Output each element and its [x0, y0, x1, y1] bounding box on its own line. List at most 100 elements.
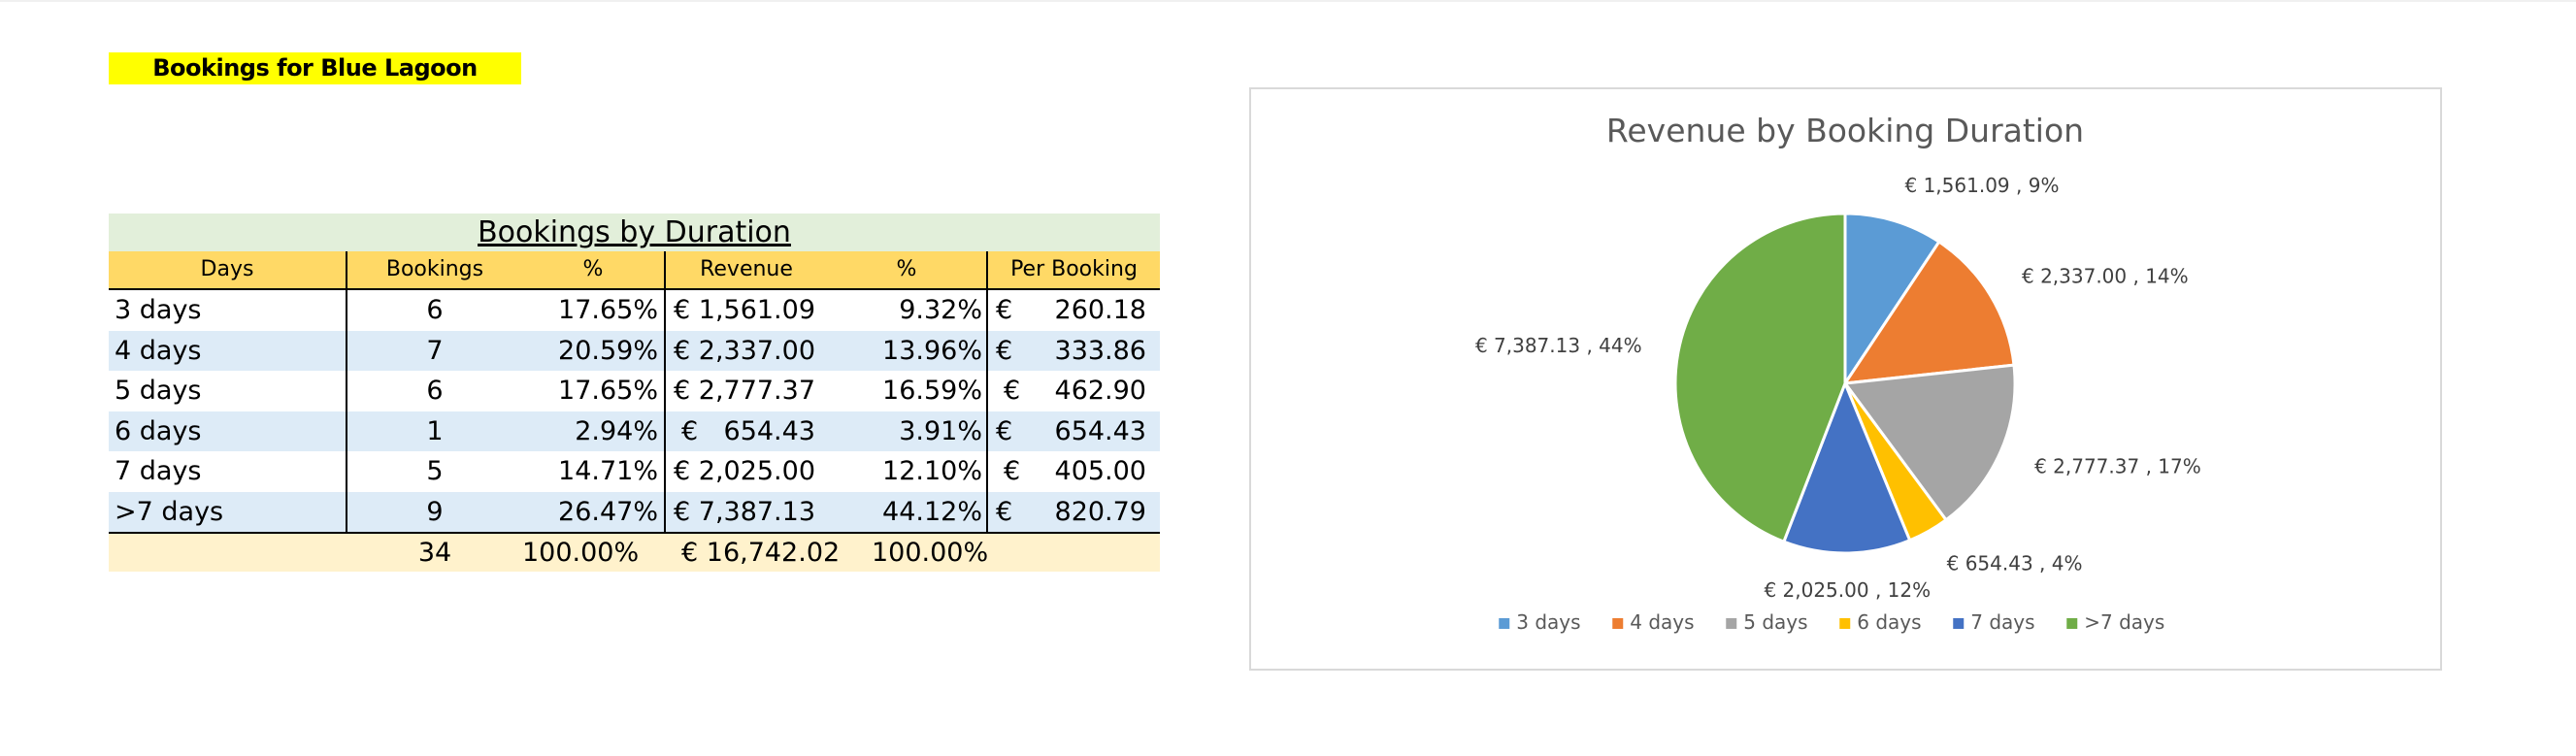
- cell-revenue: €2,025.00: [666, 451, 827, 492]
- revenue-pie-chart: Revenue by Booking Duration € 1,561.09 ,…: [1249, 87, 2442, 671]
- data-label-5-days: € 2,777.37 , 17%: [2034, 455, 2201, 478]
- table-row: 3 days 6 17.65% €1,561.09 9.32% €260.18: [109, 290, 1160, 331]
- table-title: Bookings by Duration: [109, 214, 1160, 251]
- cell-revenue: €2,777.37: [666, 371, 827, 411]
- header-pct-bookings: %: [522, 251, 666, 288]
- currency-symbol: €: [681, 415, 699, 446]
- legend-swatch: [1726, 618, 1737, 629]
- cell-bookings: 1: [426, 415, 444, 446]
- currency-symbol: €: [996, 496, 1013, 527]
- data-label-gt-7-days: € 7,387.13 , 44%: [1475, 334, 1642, 357]
- legend-item-4-days: 4 days: [1612, 610, 1695, 634]
- cell-pct-revenue: 12.10%: [827, 451, 988, 492]
- legend-item-3-days: 3 days: [1499, 610, 1581, 634]
- total-revenue: € 16,742.02: [681, 538, 841, 568]
- pie-slice-7-days: [1781, 378, 1912, 555]
- currency-symbol: €: [674, 376, 691, 406]
- total-per-booking: [988, 534, 1160, 572]
- cell-per-booking: €405.00: [988, 451, 1160, 492]
- cell-pct-bookings: 17.65%: [522, 290, 666, 331]
- chart-legend: 3 days 4 days 5 days 6 days 7 days >7 days: [1499, 610, 2164, 634]
- cell-days: 5 days: [109, 371, 347, 411]
- cell-days: 4 days: [109, 330, 347, 371]
- table-header-row: Days Bookings % Revenue % Per Booking: [109, 251, 1160, 290]
- totals-label-cell: [109, 534, 347, 572]
- revenue-value: 7,387.13: [698, 496, 815, 527]
- currency-symbol: €: [996, 295, 1013, 325]
- header-per-booking: Per Booking: [1010, 257, 1138, 281]
- top-border: [0, 0, 2576, 2]
- currency-symbol: €: [674, 456, 691, 486]
- cell-pct-bookings: 20.59%: [522, 330, 666, 371]
- legend-swatch: [2066, 618, 2078, 629]
- total-bookings: 34: [417, 538, 452, 568]
- legend-item-gt-7-days: >7 days: [2066, 610, 2164, 634]
- table-row: 6 days 1 2.94% €654.43 3.91% €654.43: [109, 411, 1160, 452]
- revenue-value: 1,561.09: [698, 295, 815, 325]
- total-pct-revenue: 100.00%: [872, 538, 989, 568]
- revenue-value: 2,777.37: [698, 376, 815, 406]
- per-booking-value: 260.18: [1054, 295, 1146, 325]
- per-booking-value: 654.43: [1054, 415, 1146, 446]
- bookings-table: Bookings by Duration Days Bookings % Rev…: [109, 214, 1160, 572]
- pie-slice-4-days: [1841, 240, 2016, 385]
- legend-swatch: [1839, 618, 1851, 629]
- cell-bookings: 6: [426, 376, 444, 406]
- legend-item-7-days: 7 days: [1953, 610, 2035, 634]
- cell-pct-bookings: 17.65%: [522, 371, 666, 411]
- data-label-3-days: € 1,561.09 , 9%: [1905, 174, 2060, 197]
- cell-pct-bookings: 2.94%: [522, 411, 666, 451]
- revenue-value: 2,025.00: [698, 456, 815, 486]
- legend-label: 4 days: [1630, 610, 1694, 634]
- cell-pct-bookings: 26.47%: [522, 491, 666, 532]
- cell-per-booking: €333.86: [988, 331, 1160, 372]
- data-label-4-days: € 2,337.00 , 14%: [2022, 264, 2189, 287]
- cell-pct-revenue: 16.59%: [827, 371, 988, 411]
- data-label-6-days: € 654.43 , 4%: [1947, 552, 2083, 575]
- cell-pct-revenue: 3.91%: [827, 411, 988, 451]
- cell-pct-revenue: 13.96%: [827, 330, 988, 371]
- cell-per-booking: €260.18: [988, 290, 1160, 331]
- cell-days: 7 days: [109, 451, 347, 492]
- revenue-value: 2,337.00: [698, 335, 815, 366]
- header-pct-revenue: %: [827, 251, 988, 288]
- cell-per-booking: €820.79: [988, 492, 1160, 533]
- pie-data-labels: € 1,561.09 , 9% € 2,337.00 , 14% € 2,777.3…: [1475, 174, 2201, 602]
- cell-revenue: €7,387.13: [666, 492, 827, 533]
- totals-row: 34 100.00% € 16,742.02 100.00%: [109, 532, 1160, 572]
- header-revenue: Revenue: [700, 257, 793, 281]
- legend-item-5-days: 5 days: [1726, 610, 1808, 634]
- per-booking-value: 462.90: [1054, 376, 1146, 406]
- cell-pct-revenue: 9.32%: [827, 290, 988, 331]
- cell-bookings: 5: [426, 456, 444, 486]
- cell-bookings: 7: [426, 335, 444, 366]
- table-row: >7 days 9 26.47% €7,387.13 44.12% €820.7…: [109, 491, 1160, 533]
- pie-slices: [1673, 212, 2017, 555]
- cell-days: >7 days: [109, 491, 347, 532]
- currency-symbol: €: [1004, 456, 1021, 486]
- cell-bookings: 9: [426, 496, 444, 527]
- legend-swatch: [1499, 618, 1510, 629]
- legend-label: 6 days: [1857, 610, 1921, 634]
- table-row: 4 days 7 20.59% €2,337.00 13.96% €333.86: [109, 330, 1160, 372]
- header-days: Days: [109, 251, 347, 288]
- per-booking-value: 405.00: [1054, 456, 1146, 486]
- currency-symbol: €: [996, 335, 1013, 366]
- cell-days: 6 days: [109, 411, 347, 451]
- chart-title: Revenue by Booking Duration: [1606, 112, 2084, 149]
- cell-revenue: €1,561.09: [666, 290, 827, 331]
- legend-swatch: [1953, 618, 1965, 629]
- legend-label: 3 days: [1516, 610, 1580, 634]
- data-label-7-days: € 2,025.00 , 12%: [1764, 578, 1931, 602]
- table-row: 7 days 5 14.71% €2,025.00 12.10% €405.00: [109, 451, 1160, 492]
- cell-pct-revenue: 44.12%: [827, 491, 988, 532]
- currency-symbol: €: [674, 295, 691, 325]
- header-bookings: Bookings: [385, 257, 484, 281]
- legend-label: 5 days: [1743, 610, 1807, 634]
- currency-symbol: €: [674, 335, 691, 366]
- pie-chart-svg: Revenue by Booking Duration € 1,561.09 ,…: [1475, 112, 2201, 634]
- revenue-value: 654.43: [723, 415, 815, 446]
- legend-swatch: [1612, 618, 1624, 629]
- per-booking-value: 820.79: [1054, 496, 1146, 527]
- cell-revenue: €654.43: [666, 411, 827, 452]
